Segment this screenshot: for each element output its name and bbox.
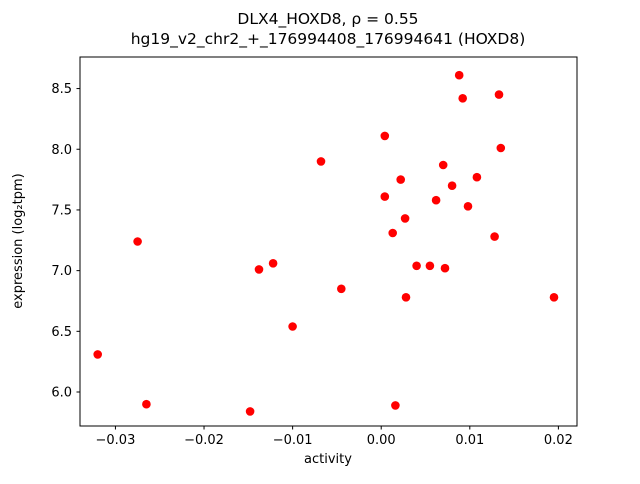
x-tick-label: −0.01: [273, 433, 313, 448]
data-point: [549, 293, 559, 302]
data-point: [288, 322, 297, 331]
y-tick-label: 8.5: [51, 82, 72, 97]
y-axis-ticks: 6.0 6.5 7.0 7.5 8.0 8.5: [51, 82, 80, 401]
y-tick-label: 7.0: [51, 264, 72, 279]
y-tick-label: 8.0: [51, 143, 72, 158]
data-point: [391, 401, 400, 410]
data-point: [458, 94, 468, 103]
x-axis-ticks: −0.03 −0.02 −0.01 0.00 0.01 0.02: [96, 426, 573, 448]
data-point: [254, 265, 264, 274]
x-tick-label: 0.02: [544, 433, 573, 448]
data-point: [440, 263, 450, 273]
data-point: [133, 237, 142, 246]
data-point: [400, 214, 410, 223]
y-axis-label: expression (log₂tpm): [11, 173, 26, 308]
x-tick-label: −0.02: [184, 433, 224, 448]
data-point: [142, 399, 151, 409]
x-axis-label: activity: [304, 452, 352, 467]
data-point: [245, 407, 255, 416]
data-point: [438, 160, 448, 170]
data-points: [93, 70, 559, 416]
x-tick-label: 0.00: [367, 433, 396, 448]
data-point: [447, 181, 457, 190]
data-point: [490, 232, 499, 241]
data-point: [494, 90, 504, 99]
x-tick-label: 0.01: [455, 433, 484, 448]
data-point: [431, 195, 441, 205]
x-tick-label: −0.03: [96, 433, 136, 448]
y-tick-label: 7.5: [51, 203, 72, 218]
y-tick-label: 6.5: [51, 325, 72, 340]
y-tick-label: 6.0: [51, 386, 72, 401]
plot-area: [79, 56, 578, 427]
data-point: [380, 131, 390, 141]
data-point: [396, 175, 406, 184]
data-point: [388, 228, 398, 238]
data-point: [337, 284, 346, 294]
data-point: [93, 350, 102, 359]
data-point: [412, 261, 421, 271]
data-point: [401, 293, 411, 302]
data-point: [496, 143, 506, 153]
data-point: [268, 259, 278, 268]
data-point: [425, 261, 435, 271]
chart-title-line2: hg19_v2_chr2_+_176994408_176994641 (HOXD…: [131, 30, 526, 49]
data-point: [380, 192, 390, 201]
chart-title-line1: DLX4_HOXD8, ρ = 0.55: [237, 10, 418, 29]
data-point: [472, 172, 482, 182]
data-point: [316, 157, 326, 166]
data-point: [463, 202, 473, 211]
data-point: [454, 70, 464, 80]
